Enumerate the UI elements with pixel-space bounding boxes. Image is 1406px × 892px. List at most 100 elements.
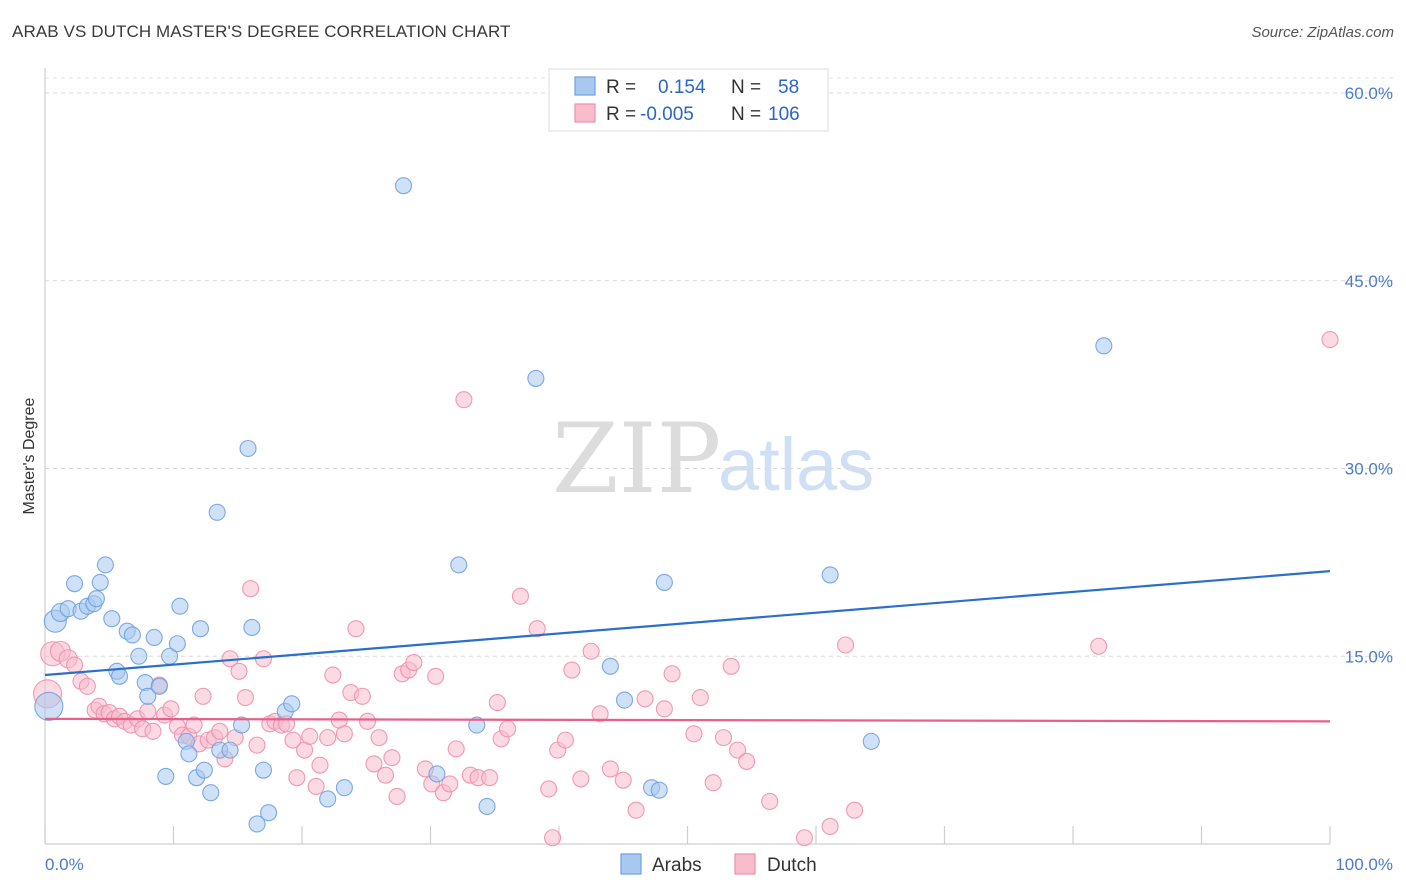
- scatter-point-dutch: [347, 620, 365, 638]
- chart-title: ARAB VS DUTCH MASTER'S DEGREE CORRELATIO…: [12, 22, 511, 41]
- scatter-point-arabs: [650, 781, 668, 799]
- scatter-point-dutch: [499, 720, 517, 738]
- bottom-legend-swatch-arabs: [620, 853, 642, 875]
- scatter-point-dutch: [845, 801, 864, 819]
- scatter-point-arabs: [91, 573, 109, 591]
- scatter-point-arabs: [248, 815, 266, 833]
- scatter-point-dutch: [162, 700, 180, 718]
- scatter-point-dutch: [685, 725, 703, 743]
- scatter-point-dutch: [738, 752, 756, 770]
- legend-n-value-dutch: 106: [768, 104, 800, 125]
- legend-n-label-dutch: N =: [731, 104, 761, 125]
- scatter-point-arabs: [428, 765, 446, 783]
- scatter-point-dutch: [455, 391, 473, 409]
- trendline-dutch: [44, 717, 1331, 723]
- legend-n-value-arabs: 58: [778, 77, 799, 98]
- legend-r-label-dutch: R =: [606, 104, 636, 125]
- scatter-point-dutch: [376, 766, 395, 784]
- scatter-point-dutch: [370, 729, 388, 747]
- scatter-point-arabs: [136, 673, 154, 692]
- scatter-point-dutch: [761, 792, 779, 810]
- scatter-point-arabs: [450, 556, 468, 574]
- scatter-point-dutch: [319, 729, 337, 747]
- legend-r-value-dutch: -0.005: [640, 104, 694, 125]
- watermark-atlas: atlas: [718, 423, 874, 506]
- bottom-legend: Arabs Dutch: [620, 853, 817, 876]
- scatter-point-arabs: [655, 573, 673, 591]
- scatter-point-arabs: [180, 745, 198, 763]
- scatter-point-arabs: [1095, 337, 1113, 355]
- scatter-point-arabs: [319, 790, 337, 808]
- scatter-point-dutch: [66, 656, 84, 674]
- scatter-point-dutch: [572, 770, 590, 788]
- trendline-arabs: [44, 570, 1331, 677]
- scatter-point-dutch: [353, 687, 371, 705]
- scatter-point-dutch: [288, 769, 306, 787]
- scatter-point-arabs: [335, 779, 353, 797]
- legend-r-value-arabs: 0.154: [658, 77, 706, 98]
- scatter-point-arabs: [394, 177, 413, 195]
- scatter-point-dutch: [591, 705, 609, 723]
- y-tick-label: 45.0%: [1345, 272, 1393, 291]
- y-tick-label: 60.0%: [1345, 84, 1393, 103]
- scatter-point-dutch: [185, 716, 203, 734]
- scatter-point-arabs: [145, 628, 163, 647]
- x-tick-label-min: 0.0%: [45, 855, 84, 874]
- scatter-point-dutch: [307, 777, 325, 795]
- bottom-legend-swatch-dutch: [734, 853, 756, 875]
- scatter-point-arabs: [130, 647, 148, 665]
- scatter-point-dutch: [540, 780, 558, 798]
- scatter-point-dutch: [248, 736, 266, 754]
- y-tick-labels: 15.0% 30.0% 45.0% 60.0%: [1345, 84, 1393, 666]
- scatter-point-arabs: [283, 695, 301, 713]
- scatter-point-dutch: [236, 689, 255, 707]
- scatter-point-dutch: [556, 731, 574, 749]
- scatter-point-dutch: [488, 694, 506, 712]
- scatter-point-dutch: [211, 722, 229, 740]
- scatter-point-arabs: [139, 687, 157, 705]
- gridlines: [45, 77, 1393, 657]
- scatter-point-dutch: [601, 760, 619, 778]
- scatter-point-arabs: [123, 626, 141, 644]
- scatter-point-dutch: [729, 741, 747, 759]
- scatter-point-arabs: [191, 620, 210, 638]
- x-ticks: [44, 826, 1331, 844]
- scatter-point-dutch: [544, 829, 562, 847]
- scatter-point-arabs: [527, 369, 545, 387]
- scatter-point-arabs: [96, 556, 114, 574]
- scatter-point-dutch: [230, 662, 248, 680]
- scatter-point-arabs: [208, 503, 226, 521]
- scatter-point-dutch: [311, 756, 329, 774]
- watermark: ZIP atlas: [552, 403, 874, 515]
- scatter-point-dutch: [194, 687, 212, 705]
- scatter-point-arabs: [601, 657, 619, 675]
- scatter-point-dutch: [1090, 637, 1108, 655]
- scatter-point-dutch: [511, 587, 530, 605]
- scatter-point-dutch: [324, 666, 342, 684]
- scatter-point-dutch: [1321, 331, 1339, 349]
- scatter-point-dutch: [284, 731, 302, 749]
- scatter-point-dutch: [388, 787, 406, 805]
- scatter-point-arabs: [221, 741, 239, 759]
- scatter-point-dutch: [714, 729, 733, 747]
- scatter-point-dutch: [427, 667, 445, 685]
- y-axis-title: Master's Degree: [21, 397, 38, 514]
- scatter-point-dutch: [441, 775, 459, 793]
- bottom-legend-label-dutch: Dutch: [767, 855, 817, 876]
- scatter-point-dutch: [144, 722, 162, 740]
- scatter-point-arabs: [821, 566, 839, 584]
- scatter-point-dutch: [614, 771, 632, 789]
- legend-swatch-arabs: [574, 76, 596, 96]
- scatter-point-arabs: [87, 590, 105, 608]
- scatter-point-dutch: [365, 755, 383, 773]
- scatter-point-arabs: [862, 732, 880, 750]
- scatter-point-arabs: [171, 597, 189, 615]
- scatter-point-dutch: [582, 642, 600, 660]
- scatter-point-arabs: [615, 691, 634, 709]
- scatter-point-dutch: [405, 653, 423, 672]
- series-arabs-points: [34, 177, 1113, 833]
- scatter-point-dutch: [301, 727, 319, 745]
- trendlines: [44, 570, 1331, 723]
- legend-box: R = 0.154 N = 58 R = -0.005 N = 106: [548, 68, 829, 132]
- scatter-point-dutch: [383, 749, 401, 767]
